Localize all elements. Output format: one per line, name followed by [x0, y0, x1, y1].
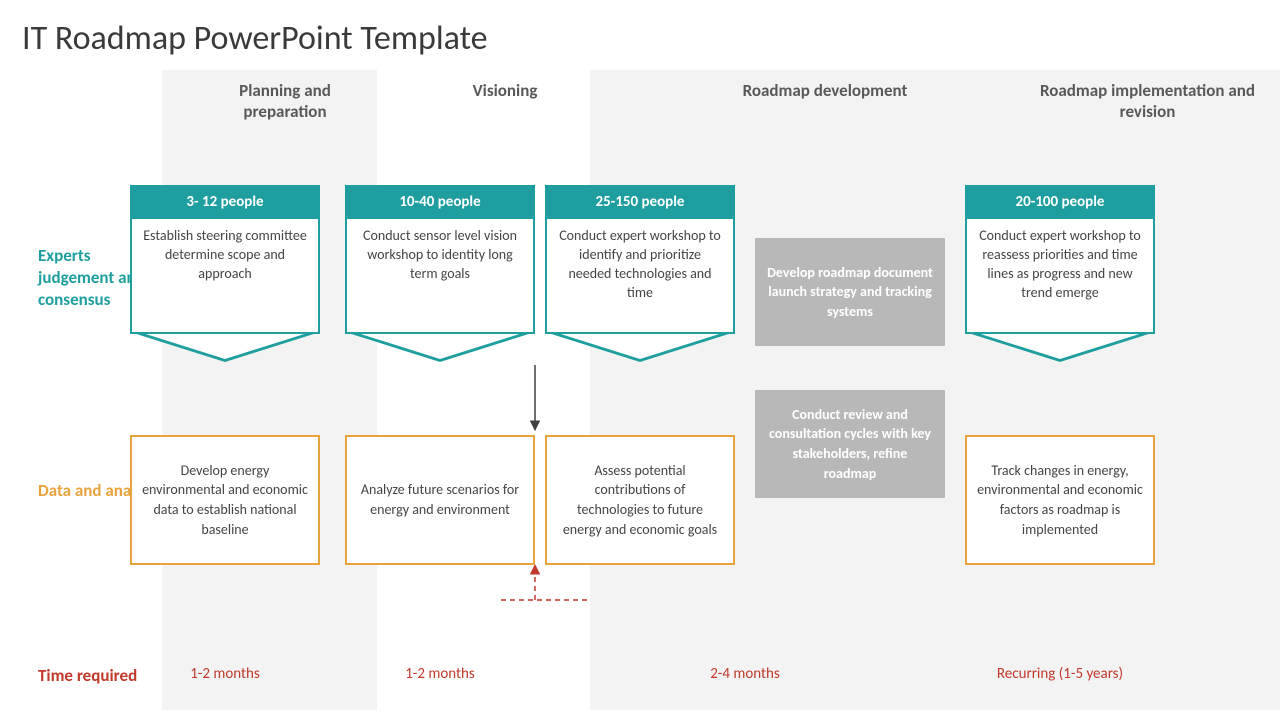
data-box: Develop energy environmental and economi… [130, 435, 320, 565]
grey-box: Conduct review and consultation cycles w… [755, 390, 945, 498]
data-box: Track changes in energy, environmental a… [965, 435, 1155, 565]
expert-box: 10-40 peopleConduct sensor level vision … [345, 185, 535, 364]
expert-box-head: 3- 12 people [130, 185, 320, 219]
expert-box-head: 20-100 people [965, 185, 1155, 219]
column-header: Visioning [445, 80, 565, 101]
expert-box: 20-100 peopleConduct expert workshop to … [965, 185, 1155, 364]
data-box: Analyze future scenarios for energy and … [345, 435, 535, 565]
expert-box: 25-150 peopleConduct expert workshop to … [545, 185, 735, 364]
expert-box-tail [545, 334, 735, 364]
page-title: IT Roadmap PowerPoint Template [22, 18, 488, 59]
time-label: Recurring (1-5 years) [970, 665, 1150, 683]
expert-box-body: Conduct expert workshop to reassess prio… [965, 219, 1155, 334]
expert-box-body: Establish steering committee determine s… [130, 219, 320, 334]
expert-box-head: 10-40 people [345, 185, 535, 219]
expert-box-body: Conduct expert workshop to identify and … [545, 219, 735, 334]
column-header: Planning and preparation [200, 80, 370, 122]
expert-box-tail [345, 334, 535, 364]
grey-box: Develop roadmap document launch strategy… [755, 238, 945, 346]
time-label: 1-2 months [135, 665, 315, 683]
expert-box-head: 25-150 people [545, 185, 735, 219]
data-box: Assess potential contributions of techno… [545, 435, 735, 565]
expert-box-tail [965, 334, 1155, 364]
expert-box-body: Conduct sensor level vision workshop to … [345, 219, 535, 334]
column-background [1020, 70, 1280, 710]
column-header: Roadmap implementation and revision [1040, 80, 1255, 122]
column-header: Roadmap development [700, 80, 950, 101]
time-label: 2-4 months [655, 665, 835, 683]
expert-box: 3- 12 peopleEstablish steering committee… [130, 185, 320, 364]
column-background [162, 70, 377, 710]
time-label: 1-2 months [350, 665, 530, 683]
expert-box-tail [130, 334, 320, 364]
